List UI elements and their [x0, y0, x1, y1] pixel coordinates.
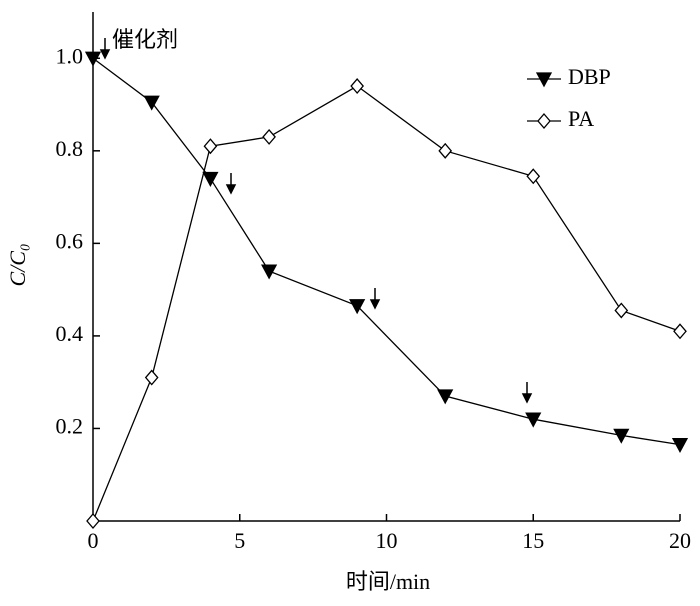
x-tick-label: 10: [376, 528, 398, 553]
series-line: [92, 85, 681, 522]
marker: [84, 51, 102, 67]
y-axis-label: C/C₀: [5, 243, 30, 286]
y-tick-label: 0.2: [56, 414, 84, 439]
marker: [526, 168, 541, 185]
marker: [438, 142, 453, 159]
y-tick-label: 0.8: [56, 136, 84, 161]
marker: [203, 138, 218, 155]
legend-marker: [537, 113, 551, 129]
y-tick-label: 0.6: [56, 228, 84, 253]
marker: [671, 438, 689, 454]
legend-label: DBP: [568, 64, 611, 89]
marker: [613, 428, 630, 444]
marker: [437, 389, 454, 405]
legend-marker: [535, 72, 553, 88]
marker: [144, 369, 159, 386]
marker: [349, 299, 366, 315]
x-axis-label: 时间/min: [346, 569, 430, 594]
marker: [143, 95, 160, 111]
annotation: 催化剂: [112, 27, 178, 52]
x-tick-label: 15: [522, 528, 544, 553]
x-tick-label: 0: [88, 528, 99, 553]
marker: [202, 171, 219, 187]
marker: [262, 128, 276, 145]
x-tick-label: 20: [669, 528, 691, 553]
marker: [86, 513, 100, 529]
marker: [261, 264, 278, 280]
marker: [525, 412, 542, 428]
arrows: [99, 38, 533, 404]
legend-label: PA: [568, 106, 594, 131]
y-tick-label: 1.0: [56, 43, 84, 68]
x-tick-label: 5: [234, 528, 245, 553]
marker: [673, 323, 687, 340]
marker: [614, 302, 629, 319]
y-tick-label: 0.4: [56, 321, 84, 346]
marker: [350, 78, 365, 95]
